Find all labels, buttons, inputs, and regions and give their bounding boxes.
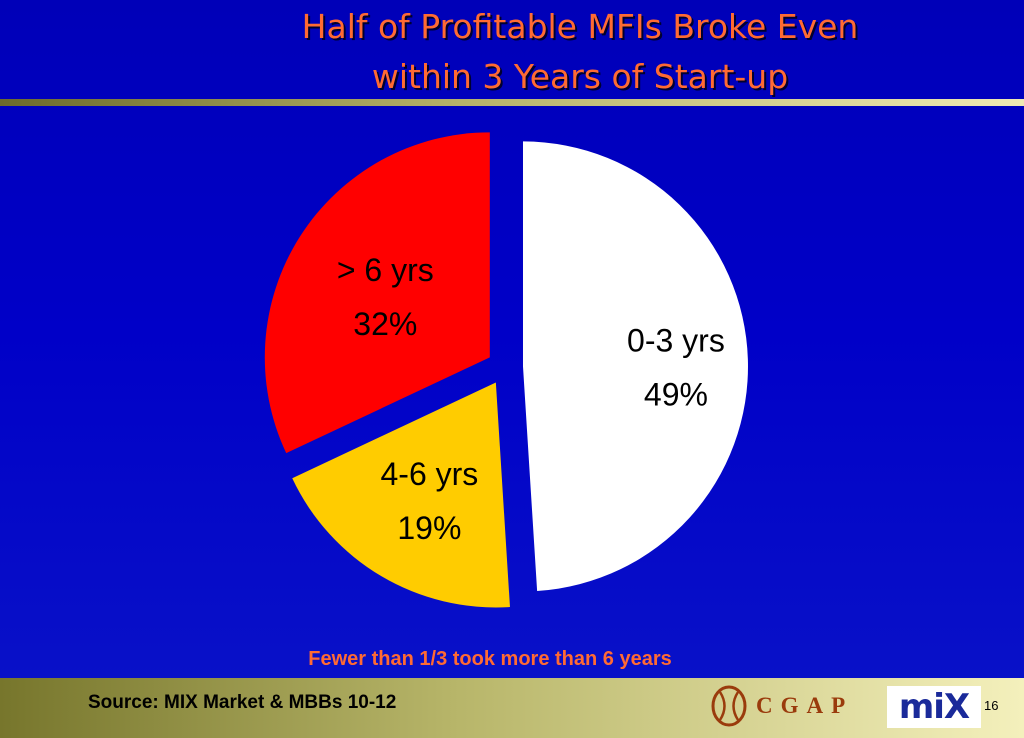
slide-title-line-1: Half of Profitable MFIs Broke Even xyxy=(301,7,859,46)
footer-bar: Source: MIX Market & MBBs 10-12 CGAP miX… xyxy=(0,678,1024,738)
cgap-logo-text: CGAP xyxy=(756,693,854,718)
cgap-logo: CGAP xyxy=(706,684,853,728)
slice-value-label: 49% xyxy=(644,377,708,413)
slice-value-label: 32% xyxy=(353,306,417,342)
slice-label: 0-3 yrs xyxy=(627,323,725,359)
slice-label: 4-6 yrs xyxy=(381,456,479,492)
mix-logo: miX xyxy=(887,686,981,728)
pie-slice-6-yrs xyxy=(264,132,490,454)
slice-value-label: 19% xyxy=(397,510,461,546)
page-number: 16 xyxy=(984,698,999,713)
slide-title: Half of Profitable MFIs Broke Even withi… xyxy=(230,2,930,102)
cgap-emblem-icon xyxy=(711,685,747,727)
slide-title-line-2: within 3 Years of Start-up xyxy=(371,57,789,96)
pie-slice-4-6-yrs xyxy=(292,382,510,608)
mix-logo-text: miX xyxy=(898,687,970,727)
title-divider xyxy=(0,99,1024,106)
slice-label: > 6 yrs xyxy=(337,252,434,288)
chart-annotation: Fewer than 1/3 took more than 6 years xyxy=(308,648,672,670)
source-note: Source: MIX Market & MBBs 10-12 xyxy=(88,692,397,713)
pie-slice-0-3-yrs xyxy=(522,141,748,591)
